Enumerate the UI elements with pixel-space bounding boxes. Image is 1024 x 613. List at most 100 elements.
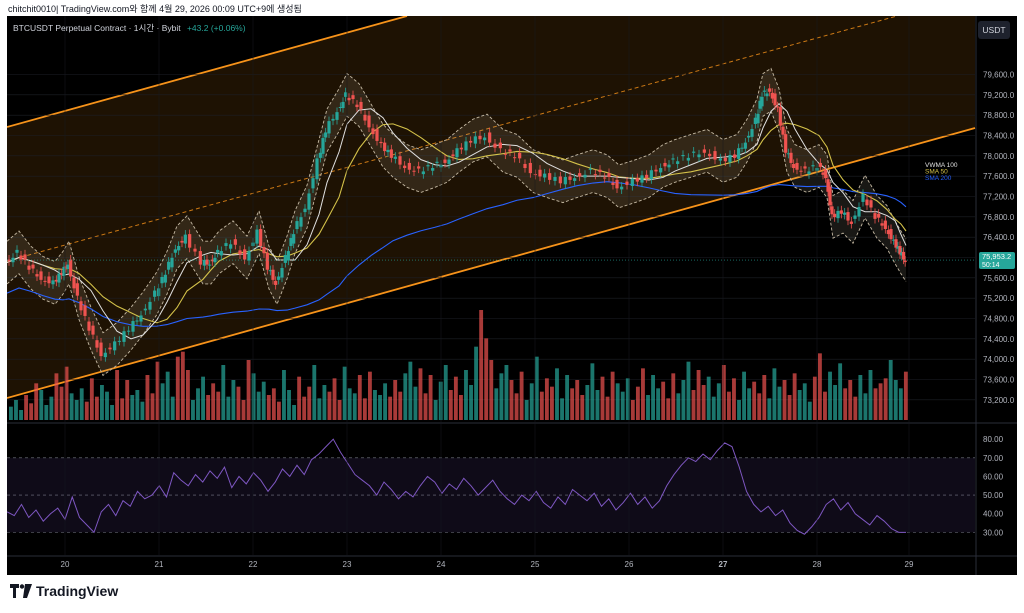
candle-body <box>431 168 435 171</box>
candle-body <box>148 301 152 310</box>
candle-body <box>265 252 269 270</box>
candle-body <box>299 217 303 227</box>
volume-bar <box>110 405 114 420</box>
volume-bar <box>883 378 888 420</box>
candle-body <box>681 154 685 157</box>
candle-body <box>603 177 607 179</box>
volume-bar <box>24 395 29 420</box>
volume-bar <box>388 396 393 420</box>
candle-body <box>770 92 774 99</box>
candle-body <box>686 157 690 161</box>
volume-bar <box>327 391 332 420</box>
volume-bar <box>332 378 337 420</box>
candle-body <box>173 249 177 253</box>
volume-bar <box>196 388 200 420</box>
time-tick-label: 27 <box>719 560 728 569</box>
chart-panel[interactable]: 79,600.0 79,200.0 78,800.0 78,400.0 78,000.0… <box>7 16 1017 575</box>
candle-body <box>756 113 760 124</box>
candle-body <box>750 129 754 137</box>
candle-body <box>611 182 615 185</box>
volume-bar <box>737 400 741 420</box>
volume-bar <box>322 385 327 420</box>
volume-bar <box>312 365 317 420</box>
volume-bar <box>681 380 686 420</box>
candle-body <box>728 154 732 163</box>
price-tick-label: 73,600.0 <box>983 376 1015 385</box>
volume-bar <box>782 380 787 420</box>
volume-bar <box>302 396 307 420</box>
candle-body <box>157 288 161 297</box>
candle-body <box>894 239 898 248</box>
volume-bar <box>726 391 731 420</box>
candle-body <box>843 212 847 215</box>
candle-body <box>95 340 99 348</box>
candle-body <box>15 249 19 253</box>
candle-body <box>202 260 206 266</box>
candle-body <box>892 239 896 241</box>
volume-bar <box>555 368 559 420</box>
candle-body <box>243 249 247 260</box>
volume-bar <box>337 400 342 420</box>
volume-bar <box>276 401 281 420</box>
candle-body <box>277 276 281 280</box>
candle-body <box>473 136 477 144</box>
volume-bar <box>499 373 504 420</box>
candle-body <box>493 143 497 148</box>
volume-bar <box>287 390 291 420</box>
candle-body <box>824 169 828 179</box>
volume-bar <box>125 380 130 420</box>
volume-bar <box>828 371 832 420</box>
candle-body <box>663 162 667 167</box>
candle-body <box>355 104 359 108</box>
volume-bar <box>732 378 736 420</box>
volume-bar <box>423 393 428 420</box>
candle-body <box>163 274 167 283</box>
volume-bar <box>635 386 640 420</box>
volume-bar <box>807 401 812 420</box>
currency-unit-button[interactable]: USDT <box>978 21 1010 39</box>
candle-body <box>19 255 23 260</box>
volume-bar <box>367 371 372 420</box>
chart-caption: chitchit0010| TradingView.com와 함께 4월 29,… <box>8 4 302 14</box>
price-chart-svg[interactable]: 79,600.0 79,200.0 78,800.0 78,400.0 78,000.0… <box>7 16 1017 575</box>
candle-body <box>821 172 825 175</box>
volume-bar <box>19 410 23 420</box>
candle-body <box>324 132 328 138</box>
volume-bar <box>570 388 575 420</box>
candle-body <box>659 168 663 173</box>
candle-body <box>488 132 492 143</box>
volume-bar <box>787 395 792 420</box>
candle-body <box>469 140 473 143</box>
candle-body <box>464 141 468 151</box>
candle-body <box>289 238 293 246</box>
candle-body <box>341 101 345 109</box>
volume-bar <box>797 390 802 420</box>
price-tick-label: 74,800.0 <box>983 315 1015 324</box>
volume-bar <box>873 388 878 420</box>
volume-bar <box>777 386 782 420</box>
candle-body <box>39 271 43 280</box>
candle-body <box>451 154 455 157</box>
candle-body <box>846 212 850 221</box>
candle-body <box>765 93 769 97</box>
candle-body <box>896 246 900 249</box>
price-tick-label: 78,000.0 <box>983 152 1015 161</box>
volume-bar <box>34 383 39 420</box>
volume-bar <box>701 385 706 420</box>
volume-bar <box>357 375 362 420</box>
volume-bar <box>84 401 89 420</box>
volume-bar <box>170 396 175 420</box>
volume-bar <box>843 388 848 420</box>
candle-body <box>620 186 624 190</box>
candle-body <box>671 158 675 160</box>
candle-body <box>72 277 76 289</box>
volume-bar <box>241 400 246 420</box>
candle-body <box>713 151 717 160</box>
candle-body <box>335 112 339 120</box>
volume-bar <box>282 370 286 420</box>
brand-logo[interactable]: TradingView <box>10 583 118 599</box>
candle-body <box>167 261 171 270</box>
candle-body <box>367 115 371 128</box>
candle-body <box>733 154 737 158</box>
candle-body <box>607 173 611 178</box>
